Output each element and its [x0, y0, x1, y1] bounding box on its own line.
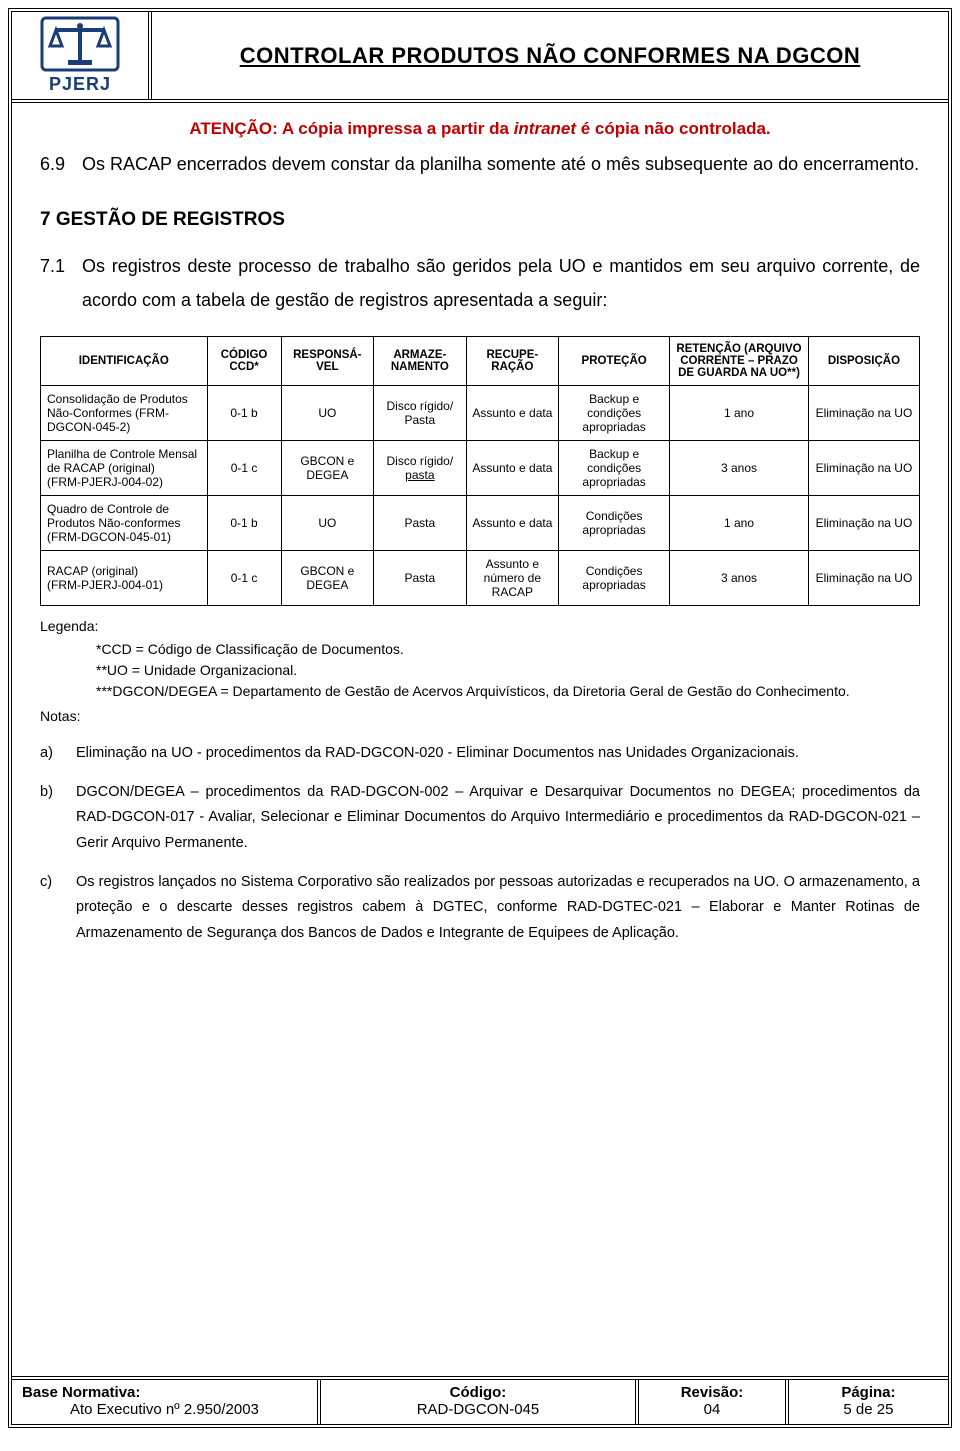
note-text: Eliminação na UO - procedimentos da RAD-… [76, 741, 920, 766]
warning-suffix: é cópia não controlada. [576, 119, 771, 138]
td-disp: Eliminação na UO [808, 550, 919, 605]
note-item: a)Eliminação na UO - procedimentos da RA… [40, 741, 920, 766]
td-codigo: 0-1 c [207, 440, 281, 495]
note-text: DGCON/DEGEA – procedimentos da RAD-DGCON… [76, 780, 920, 856]
table-row: Quadro de Controle de Produtos Não-confo… [41, 495, 920, 550]
td-resp: GBCON e DEGEA [281, 550, 374, 605]
notes-label: Notas: [40, 706, 920, 727]
td-resp: UO [281, 495, 374, 550]
th-prot: PROTEÇÃO [559, 336, 670, 385]
th-disp: DISPOSIÇÃO [808, 336, 919, 385]
para-text: Os registros deste processo de trabalho … [82, 256, 920, 310]
table-row: RACAP (original)(FRM-PJERJ-004-01)0-1 cG… [41, 550, 920, 605]
td-rec: Assunto e data [466, 495, 559, 550]
td-codigo: 0-1 c [207, 550, 281, 605]
heading-7: 7 GESTÃO DE REGISTROS [40, 209, 920, 231]
page-frame: PJERJ CONTROLAR PRODUTOS NÃO CONFORMES N… [8, 8, 952, 1428]
footer-rev-v: 04 [649, 1401, 775, 1418]
td-ret: 1 ano [670, 495, 809, 550]
td-resp: UO [281, 385, 374, 440]
paragraph-6-9: 6.9Os RACAP encerrados devem constar da … [40, 147, 920, 181]
para-num: 6.9 [40, 147, 82, 181]
td-ident: RACAP (original)(FRM-PJERJ-004-01) [41, 550, 208, 605]
td-arm: Pasta [374, 550, 467, 605]
legend-block: Legenda: *CCD = Código de Classificação … [40, 616, 920, 727]
th-ret: RETENÇÃO (ARQUIVO CORRENTE – PRAZO DE GU… [670, 336, 809, 385]
td-prot: Backup e condições apropriadas [559, 385, 670, 440]
td-arm: Disco rígido/ pasta [374, 440, 467, 495]
note-item: c)Os registros lançados no Sistema Corpo… [40, 870, 920, 946]
td-rec: Assunto e número de RACAP [466, 550, 559, 605]
para-num: 7.1 [40, 249, 82, 283]
content-area: ATENÇÃO: A cópia impressa a partir da in… [12, 103, 948, 980]
td-ident: Consolidação de Produtos Não-Conformes (… [41, 385, 208, 440]
td-arm: Disco rígido/ Pasta [374, 385, 467, 440]
note-key: b) [40, 780, 76, 856]
page-footer: Base Normativa: Ato Executivo nº 2.950/2… [12, 1376, 948, 1424]
warning-prefix: ATENÇÃO: A cópia impressa a partir da [189, 119, 513, 138]
paragraph-7-1: 7.1Os registros deste processo de trabal… [40, 249, 920, 317]
notes-list: a)Eliminação na UO - procedimentos da RA… [40, 741, 920, 947]
footer-cod-h: Código: [331, 1384, 625, 1401]
footer-base-h: Base Normativa: [22, 1384, 307, 1401]
footer-rev-h: Revisão: [649, 1384, 775, 1401]
td-ident: Quadro de Controle de Produtos Não-confo… [41, 495, 208, 550]
footer-base: Base Normativa: Ato Executivo nº 2.950/2… [12, 1380, 321, 1424]
td-rec: Assunto e data [466, 440, 559, 495]
td-ret: 1 ano [670, 385, 809, 440]
footer-revisao: Revisão: 04 [639, 1380, 789, 1424]
warning-line: ATENÇÃO: A cópia impressa a partir da in… [40, 119, 920, 139]
note-key: c) [40, 870, 76, 946]
footer-pag-v: 5 de 25 [799, 1401, 938, 1418]
legend-line: **UO = Unidade Organizacional. [96, 660, 920, 681]
legend-label: Legenda: [40, 616, 920, 637]
td-prot: Backup e condições apropriadas [559, 440, 670, 495]
title-cell: CONTROLAR PRODUTOS NÃO CONFORMES NA DGCO… [152, 12, 948, 99]
page-header: PJERJ CONTROLAR PRODUTOS NÃO CONFORMES N… [12, 12, 948, 103]
note-text: Os registros lançados no Sistema Corpora… [76, 870, 920, 946]
td-disp: Eliminação na UO [808, 385, 919, 440]
table-header-row: IDENTIFICAÇÃO CÓDIGO CCD* RESPONSÁ-VEL A… [41, 336, 920, 385]
td-ret: 3 anos [670, 440, 809, 495]
legend-line: ***DGCON/DEGEA = Departamento de Gestão … [96, 681, 920, 702]
note-item: b)DGCON/DEGEA – procedimentos da RAD-DGC… [40, 780, 920, 856]
td-codigo: 0-1 b [207, 495, 281, 550]
td-resp: GBCON e DEGEA [281, 440, 374, 495]
logo-text: PJERJ [49, 74, 111, 95]
th-ident: IDENTIFICAÇÃO [41, 336, 208, 385]
td-ident: Planilha de Controle Mensal de RACAP (or… [41, 440, 208, 495]
td-prot: Condições apropriadas [559, 495, 670, 550]
footer-pag-h: Página: [799, 1384, 938, 1401]
logo: PJERJ [40, 16, 120, 95]
td-rec: Assunto e data [466, 385, 559, 440]
td-disp: Eliminação na UO [808, 495, 919, 550]
td-ret: 3 anos [670, 550, 809, 605]
th-arm: ARMAZE-NAMENTO [374, 336, 467, 385]
table-row: Consolidação de Produtos Não-Conformes (… [41, 385, 920, 440]
td-arm: Pasta [374, 495, 467, 550]
td-prot: Condições apropriadas [559, 550, 670, 605]
td-disp: Eliminação na UO [808, 440, 919, 495]
logo-cell: PJERJ [12, 12, 152, 99]
note-key: a) [40, 741, 76, 766]
footer-codigo: Código: RAD-DGCON-045 [321, 1380, 639, 1424]
td-codigo: 0-1 b [207, 385, 281, 440]
th-rec: RECUPE-RAÇÃO [466, 336, 559, 385]
scales-icon [40, 16, 120, 72]
legend-line: *CCD = Código de Classificação de Docume… [96, 639, 920, 660]
footer-cod-v: RAD-DGCON-045 [331, 1401, 625, 1418]
th-codigo: CÓDIGO CCD* [207, 336, 281, 385]
th-resp: RESPONSÁ-VEL [281, 336, 374, 385]
document-title: CONTROLAR PRODUTOS NÃO CONFORMES NA DGCO… [240, 43, 861, 69]
footer-pagina: Página: 5 de 25 [789, 1380, 948, 1424]
table-row: Planilha de Controle Mensal de RACAP (or… [41, 440, 920, 495]
warning-italic: intranet [514, 119, 576, 138]
records-table: IDENTIFICAÇÃO CÓDIGO CCD* RESPONSÁ-VEL A… [40, 336, 920, 606]
para-text: Os RACAP encerrados devem constar da pla… [82, 154, 919, 174]
footer-base-v: Ato Executivo nº 2.950/2003 [22, 1401, 307, 1418]
